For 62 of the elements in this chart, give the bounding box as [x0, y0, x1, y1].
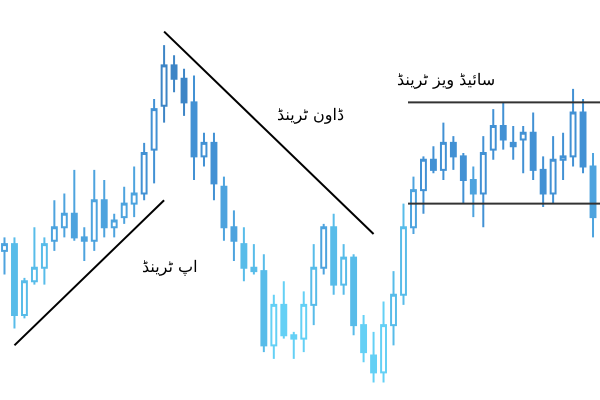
candlestick [180, 68, 188, 117]
candlestick [510, 125, 517, 161]
candlestick [130, 166, 138, 218]
candlestick [420, 155, 427, 215]
candlestick [480, 135, 487, 228]
candlestick [290, 330, 298, 360]
candlestick [350, 253, 358, 336]
candlestick [410, 176, 417, 236]
candlestick [360, 314, 368, 364]
candlestick [30, 226, 38, 286]
candlestick [490, 108, 497, 161]
annotation: اپ ٹرینڈ [142, 257, 198, 276]
candlestick [430, 145, 437, 174]
candlestick [470, 166, 477, 218]
candlestick [330, 212, 338, 296]
candlestick [520, 125, 527, 174]
candlestick [390, 270, 397, 346]
candlestick [300, 290, 308, 354]
candlestick [190, 74, 198, 182]
candlestick [550, 135, 557, 205]
candlestick [280, 280, 288, 340]
candlestick [540, 155, 547, 208]
annotation: ڈاون ٹرینڈ [277, 105, 344, 124]
candlestick [590, 152, 596, 238]
candlestick [110, 212, 118, 238]
candlestick [580, 98, 586, 174]
candlestick [70, 168, 78, 242]
candlestick [260, 253, 268, 354]
candlestick [400, 202, 407, 306]
candlestick [50, 199, 58, 252]
candlestick [440, 122, 447, 182]
candlestick [220, 176, 228, 242]
candlestick [80, 226, 88, 262]
candlestick [250, 243, 258, 276]
candlestick [320, 222, 328, 276]
candlestick [530, 112, 537, 182]
candlestick [100, 179, 108, 238]
candlestick [310, 243, 318, 326]
candlestick [270, 294, 278, 360]
candlestick [380, 300, 387, 384]
candlestick [340, 243, 348, 296]
candlestick [60, 192, 68, 238]
candlestick [210, 132, 218, 202]
candlestick [370, 330, 378, 384]
candlestick [140, 142, 148, 202]
annotation: سائیڈ ویز ٹرینڈ [397, 70, 496, 89]
candlestick [21, 276, 28, 320]
candlestick [570, 88, 577, 168]
candlestick [230, 209, 238, 262]
candlestick [200, 132, 208, 168]
candlestick [170, 54, 178, 94]
candlestick [560, 132, 567, 182]
candlestick [40, 236, 48, 286]
candlestick [460, 152, 467, 205]
candlestick [150, 98, 158, 184]
candlestick [500, 101, 507, 151]
candlestick [90, 168, 98, 252]
candlestick [120, 186, 128, 225]
candlestick [11, 236, 18, 330]
candlestick [160, 44, 168, 124]
candlestick [240, 226, 248, 282]
candlestick [450, 135, 457, 171]
